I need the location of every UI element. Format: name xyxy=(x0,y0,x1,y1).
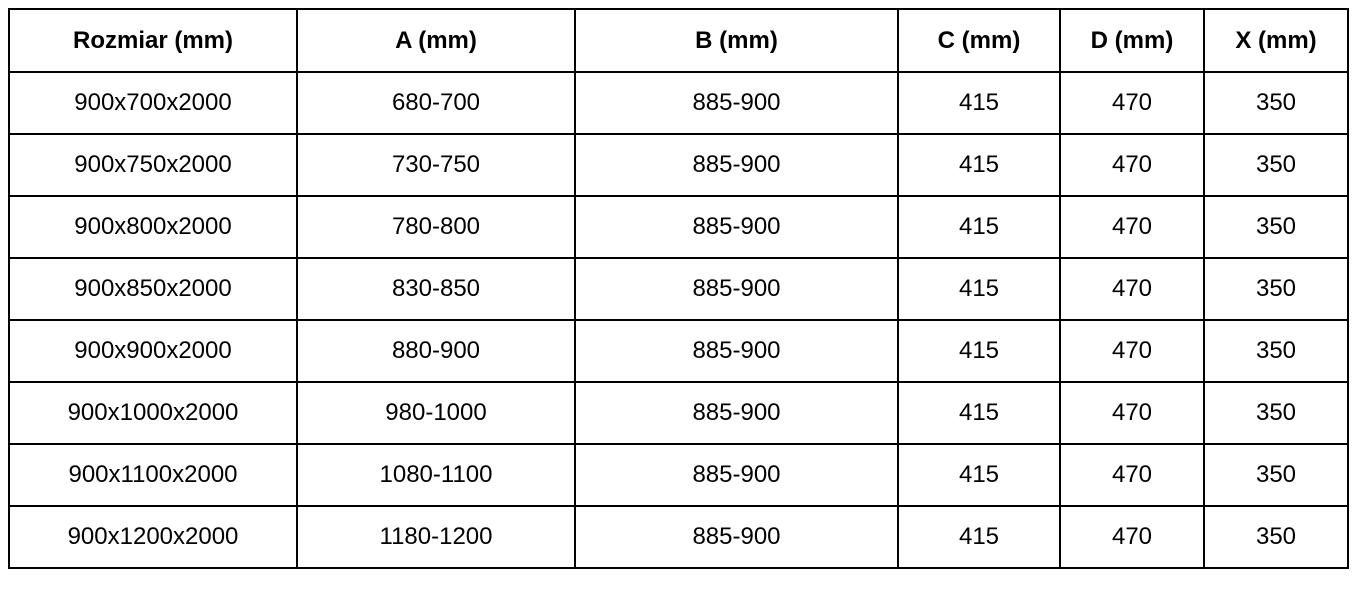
cell-a: 680-700 xyxy=(296,71,576,135)
cell-x: 350 xyxy=(1203,381,1349,445)
cell-c: 415 xyxy=(897,71,1061,135)
cell-a: 780-800 xyxy=(296,195,576,259)
cell-a: 830-850 xyxy=(296,257,576,321)
cell-b: 885-900 xyxy=(574,195,899,259)
cell-c: 415 xyxy=(897,195,1061,259)
header-rozmiar: Rozmiar (mm) xyxy=(8,8,298,73)
cell-x: 350 xyxy=(1203,257,1349,321)
cell-c: 415 xyxy=(897,381,1061,445)
cell-d: 470 xyxy=(1059,195,1205,259)
cell-x: 350 xyxy=(1203,505,1349,569)
cell-b: 885-900 xyxy=(574,257,899,321)
table-row: 900x750x2000 730-750 885-900 415 470 350 xyxy=(8,133,1349,197)
cell-rozmiar: 900x1000x2000 xyxy=(8,381,298,445)
cell-x: 350 xyxy=(1203,133,1349,197)
cell-rozmiar: 900x1100x2000 xyxy=(8,443,298,507)
header-row: Rozmiar (mm) A (mm) B (mm) C (mm) D (mm)… xyxy=(8,8,1349,73)
cell-rozmiar: 900x900x2000 xyxy=(8,319,298,383)
cell-rozmiar: 900x800x2000 xyxy=(8,195,298,259)
cell-d: 470 xyxy=(1059,133,1205,197)
cell-b: 885-900 xyxy=(574,71,899,135)
cell-rozmiar: 900x750x2000 xyxy=(8,133,298,197)
cell-b: 885-900 xyxy=(574,443,899,507)
cell-a: 980-1000 xyxy=(296,381,576,445)
cell-d: 470 xyxy=(1059,381,1205,445)
cell-a: 1080-1100 xyxy=(296,443,576,507)
table-row: 900x1100x2000 1080-1100 885-900 415 470 350 xyxy=(8,443,1349,507)
cell-x: 350 xyxy=(1203,443,1349,507)
header-x: X (mm) xyxy=(1203,8,1349,73)
cell-a: 730-750 xyxy=(296,133,576,197)
table-row: 900x1000x2000 980-1000 885-900 415 470 350 xyxy=(8,381,1349,445)
cell-b: 885-900 xyxy=(574,133,899,197)
cell-c: 415 xyxy=(897,133,1061,197)
cell-rozmiar: 900x850x2000 xyxy=(8,257,298,321)
table-row: 900x1200x2000 1180-1200 885-900 415 470 350 xyxy=(8,505,1349,569)
cell-b: 885-900 xyxy=(574,381,899,445)
table-row: 900x700x2000 680-700 885-900 415 470 350 xyxy=(8,71,1349,135)
cell-d: 470 xyxy=(1059,505,1205,569)
cell-x: 350 xyxy=(1203,195,1349,259)
cell-b: 885-900 xyxy=(574,319,899,383)
cell-b: 885-900 xyxy=(574,505,899,569)
table-row: 900x900x2000 880-900 885-900 415 470 350 xyxy=(8,319,1349,383)
table-row: 900x800x2000 780-800 885-900 415 470 350 xyxy=(8,195,1349,259)
cell-a: 880-900 xyxy=(296,319,576,383)
cell-a: 1180-1200 xyxy=(296,505,576,569)
cell-c: 415 xyxy=(897,257,1061,321)
cell-c: 415 xyxy=(897,505,1061,569)
cell-d: 470 xyxy=(1059,257,1205,321)
header-b: B (mm) xyxy=(574,8,899,73)
cell-d: 470 xyxy=(1059,443,1205,507)
cell-x: 350 xyxy=(1203,71,1349,135)
cell-d: 470 xyxy=(1059,71,1205,135)
header-c: C (mm) xyxy=(897,8,1061,73)
header-d: D (mm) xyxy=(1059,8,1205,73)
cell-rozmiar: 900x700x2000 xyxy=(8,71,298,135)
header-a: A (mm) xyxy=(296,8,576,73)
table-row: 900x850x2000 830-850 885-900 415 470 350 xyxy=(8,257,1349,321)
cell-x: 350 xyxy=(1203,319,1349,383)
dimensions-table: Rozmiar (mm) A (mm) B (mm) C (mm) D (mm)… xyxy=(8,8,1349,569)
cell-c: 415 xyxy=(897,443,1061,507)
cell-c: 415 xyxy=(897,319,1061,383)
cell-rozmiar: 900x1200x2000 xyxy=(8,505,298,569)
cell-d: 470 xyxy=(1059,319,1205,383)
